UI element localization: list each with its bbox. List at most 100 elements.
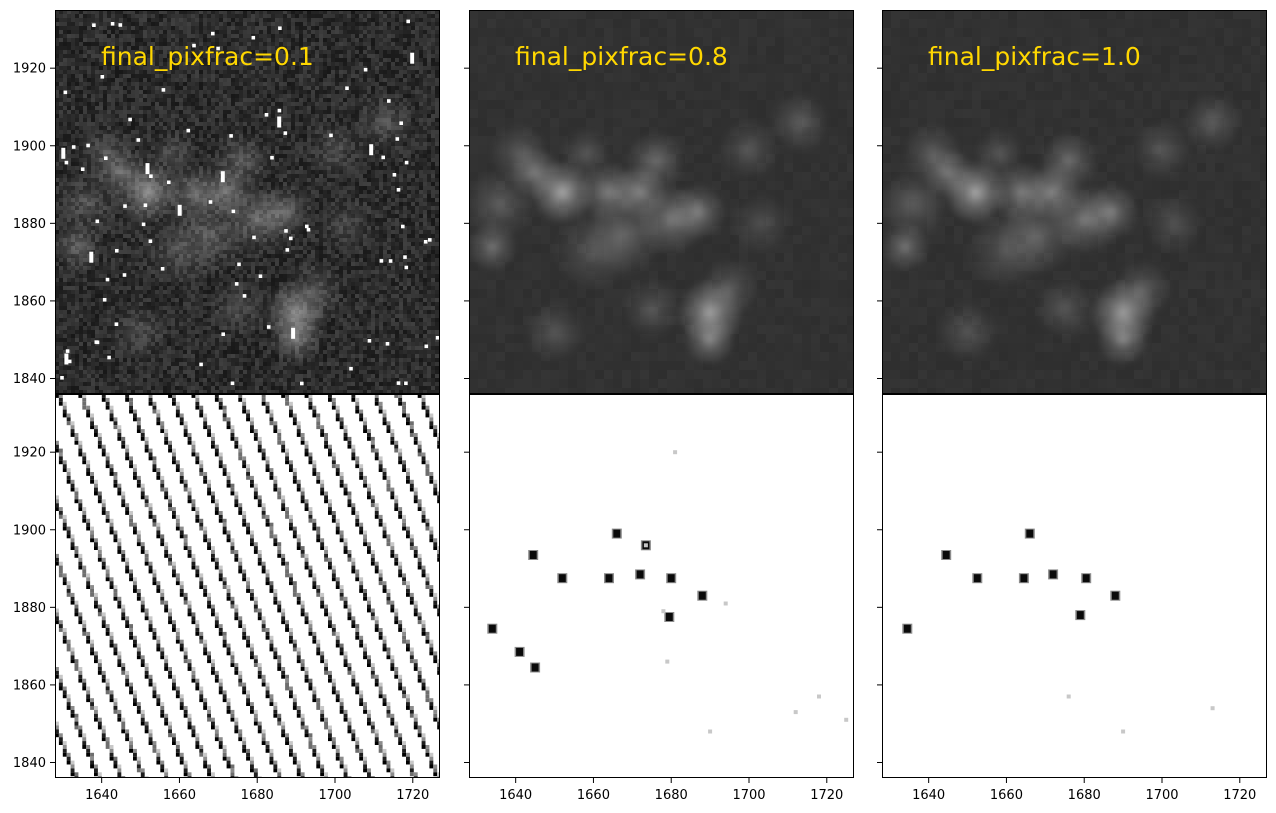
noise-cell	[95, 78, 99, 82]
noise-cell	[367, 146, 371, 150]
noise-cell	[239, 118, 243, 122]
noise-cell	[407, 174, 411, 178]
noise-cell	[251, 70, 255, 74]
noise-cell	[83, 122, 87, 126]
noise-cell	[99, 46, 103, 50]
noise-cell	[303, 38, 307, 42]
noise-cell	[175, 66, 179, 70]
noise-cell	[131, 30, 135, 34]
noise-cell	[259, 82, 263, 86]
noise-cell	[247, 110, 251, 114]
noise-cell	[183, 50, 187, 54]
noise-cell	[279, 146, 283, 150]
noise-cell	[295, 90, 299, 94]
noise-cell	[67, 10, 71, 14]
noise-cell	[235, 78, 239, 82]
noise-cell	[371, 158, 375, 162]
noise-cell	[139, 34, 143, 38]
noise-cell	[147, 14, 151, 18]
noise-cell	[315, 22, 319, 26]
noise-cell	[371, 58, 375, 62]
noise-cell	[411, 22, 415, 26]
noise-cell	[231, 66, 235, 70]
noise-cell	[287, 50, 291, 54]
noise-cell	[87, 10, 91, 14]
noise-cell	[327, 14, 331, 18]
noise-cell	[75, 78, 79, 82]
noise-cell	[215, 58, 219, 62]
noise-cell	[67, 166, 71, 170]
noise-cell	[283, 26, 287, 30]
noise-cell	[167, 86, 171, 90]
noise-cell	[411, 14, 415, 18]
noise-cell	[303, 98, 307, 102]
noise-cell	[171, 10, 175, 14]
noise-cell	[291, 82, 295, 86]
noise-cell	[243, 78, 247, 82]
noise-cell	[299, 182, 303, 186]
noise-cell	[263, 182, 267, 186]
noise-cell	[175, 34, 179, 38]
noise-cell	[283, 158, 287, 162]
noise-cell	[431, 138, 435, 142]
noise-cell	[167, 50, 171, 54]
noise-cell	[335, 190, 339, 194]
noise-cell	[367, 46, 371, 50]
noise-cell	[387, 14, 391, 18]
noise-cell	[159, 102, 163, 106]
noise-cell	[423, 86, 427, 90]
noise-cell	[275, 94, 279, 98]
noise-cell	[235, 86, 239, 90]
noise-cell	[275, 10, 279, 14]
noise-cell	[387, 90, 391, 94]
noise-cell	[175, 126, 179, 130]
noise-cell	[143, 90, 147, 94]
noise-cell	[191, 22, 195, 26]
noise-cell	[239, 106, 243, 110]
noise-cell	[415, 10, 419, 14]
noise-cell	[99, 18, 103, 22]
noise-cell	[403, 66, 407, 70]
noise-cell	[327, 66, 331, 70]
noise-cell	[291, 74, 295, 78]
noise-cell	[419, 130, 423, 134]
noise-cell	[127, 102, 131, 106]
noise-cell	[279, 162, 283, 166]
noise-cell	[375, 186, 379, 190]
noise-cell	[399, 38, 403, 42]
noise-cell	[171, 90, 175, 94]
noise-cell	[371, 86, 375, 90]
noise-cell	[99, 66, 103, 70]
noise-cell	[163, 50, 167, 54]
noise-cell	[383, 78, 387, 82]
noise-cell	[387, 30, 391, 34]
noise-cell	[427, 82, 431, 86]
noise-cell	[59, 50, 63, 54]
noise-cell	[287, 38, 291, 42]
noise-cell	[187, 106, 191, 110]
noise-cell	[207, 126, 211, 130]
noise-cell	[187, 58, 191, 62]
noise-cell	[287, 178, 291, 182]
noise-cell	[283, 74, 287, 78]
noise-cell	[359, 186, 363, 190]
noise-cell	[227, 118, 231, 122]
noise-cell	[399, 210, 403, 214]
noise-cell	[99, 114, 103, 118]
noise-cell	[355, 94, 359, 98]
noise-cell	[59, 70, 63, 74]
noise-cell	[147, 106, 151, 110]
noise-cell	[127, 122, 131, 126]
noise-cell	[139, 50, 143, 54]
noise-cell	[371, 34, 375, 38]
noise-cell	[151, 70, 155, 74]
noise-cell	[155, 102, 159, 106]
noise-cell	[191, 70, 195, 74]
noise-cell	[111, 90, 115, 94]
noise-cell	[179, 34, 183, 38]
noise-cell	[151, 18, 155, 22]
noise-cell	[399, 206, 403, 210]
noise-cell	[187, 18, 191, 22]
noise-cell	[275, 26, 279, 30]
noise-cell	[399, 18, 403, 22]
